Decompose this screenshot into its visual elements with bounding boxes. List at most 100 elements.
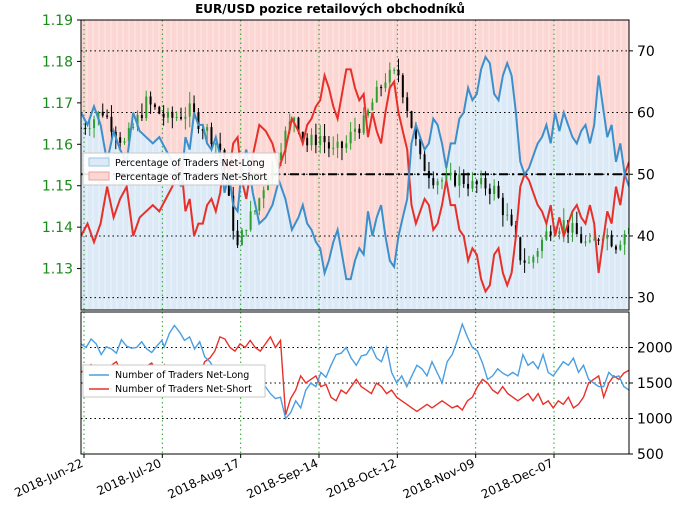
candle-body (414, 127, 417, 139)
candle-body (571, 223, 574, 233)
legend-label-net-long: Percentage of Traders Net-Long (115, 158, 265, 169)
candle-body (436, 181, 439, 186)
candle-body (219, 143, 222, 150)
candle-body (527, 262, 530, 264)
candle-body (88, 128, 91, 130)
candle-body (380, 86, 383, 89)
candle-body (345, 143, 348, 149)
date-tick-label: 2018-Oct-12 (324, 456, 398, 501)
percent-axis: 30 40 50 60 70 (629, 44, 655, 307)
top-legend-box (82, 152, 280, 186)
price-tick-label: 1.16 (42, 137, 73, 153)
candle-body (97, 111, 100, 120)
date-tick-label: 2018-Jun-22 (12, 456, 85, 500)
chart-title: EUR/USD pozice retailových obchodníků (195, 2, 465, 16)
candle-body (506, 214, 509, 216)
candle-body (258, 198, 261, 211)
candle-body (593, 239, 596, 241)
candle-body (127, 127, 130, 142)
legend-label-net-short: Percentage of Traders Net-Short (115, 172, 267, 183)
candle-body (93, 119, 96, 129)
percent-tick-label: 30 (637, 291, 655, 307)
candle-body (236, 230, 239, 246)
date-axis: 2018-Jun-22 2018-Jul-20 2018-Aug-17 2018-Se… (12, 454, 555, 502)
candle-body (201, 128, 204, 131)
candle-body (558, 231, 561, 234)
date-tick-label: 2018-Dec-07 (479, 456, 555, 502)
candle-body (432, 178, 435, 186)
candle-body (397, 69, 400, 76)
candle-body (375, 86, 378, 103)
candle-body (84, 127, 87, 129)
candle-body (580, 234, 583, 243)
candle-body (519, 237, 522, 261)
candle-body (280, 152, 283, 161)
price-tick-label: 1.17 (42, 96, 73, 112)
candle-body (584, 241, 587, 243)
candle-body (393, 69, 396, 71)
legend-swatch-net-short (88, 171, 110, 181)
top-panel-frame (80, 19, 630, 311)
net-long-percentage-line (81, 54, 629, 281)
candle-body (523, 260, 526, 263)
net-short-area (81, 20, 629, 280)
candle-body (445, 175, 448, 181)
candle-body (284, 130, 287, 153)
candle-body (401, 75, 404, 98)
candle-body (423, 154, 426, 171)
candle-body (166, 111, 169, 118)
candle-body (132, 126, 135, 128)
candle-body (171, 111, 174, 118)
candle-body (197, 112, 200, 129)
candle-body (371, 102, 374, 111)
candle-body (454, 172, 457, 186)
candle-body (175, 116, 178, 118)
count-axis: 500 1000 1500 2000 (629, 341, 673, 463)
candle-body (110, 116, 113, 132)
candle-body (262, 190, 265, 199)
candle-body (306, 137, 309, 146)
candle-body (145, 96, 148, 119)
candle-body (588, 240, 591, 242)
candle-body (140, 114, 143, 119)
candle-body (249, 211, 252, 230)
candle-body (349, 131, 352, 144)
percent-tick-label: 70 (637, 44, 655, 60)
candle-body (193, 103, 196, 113)
candle-body (214, 143, 217, 145)
price-tick-label: 1.19 (42, 13, 73, 29)
candle-body (419, 138, 422, 155)
top-legend: Percentage of Traders Net-Long Percentag… (82, 152, 280, 186)
candle-body (440, 180, 443, 182)
price-axis: 1.13 1.14 1.15 1.16 1.17 1.18 1.19 (42, 13, 81, 278)
date-tick-label: 2018-Jul-20 (95, 456, 164, 498)
candle-body (245, 229, 248, 231)
candle-body (149, 96, 152, 105)
candle-body (480, 178, 483, 185)
candle-body (293, 117, 296, 122)
candle-body (614, 246, 617, 250)
candle-body (188, 103, 191, 117)
candle-body (484, 178, 487, 189)
candle-body (510, 214, 513, 226)
candle-body (206, 127, 209, 131)
candle-body (310, 134, 313, 146)
bottom-panel: 500 1000 1500 2000 Number of Traders Net-Lo… (80, 311, 673, 463)
candle-body (301, 131, 304, 138)
top-panel: 1.131.141.151.161.171.181.19 3040506070 … (42, 13, 655, 311)
net-short-percentage-line (81, 68, 629, 294)
candle-body (427, 170, 430, 179)
candle-body (354, 128, 356, 132)
candle-body (184, 116, 187, 119)
legend-label-number-net-long: Number of Traders Net-Long (115, 370, 249, 381)
price-tick-label: 1.14 (42, 220, 73, 236)
candle-body (549, 231, 552, 236)
candle-body (362, 115, 365, 134)
candle-body (136, 114, 139, 127)
candle-body (327, 142, 330, 149)
legend-swatch-net-long (88, 157, 110, 167)
candle-body (536, 251, 539, 257)
candle-body (597, 239, 600, 242)
candle-body (253, 210, 256, 212)
